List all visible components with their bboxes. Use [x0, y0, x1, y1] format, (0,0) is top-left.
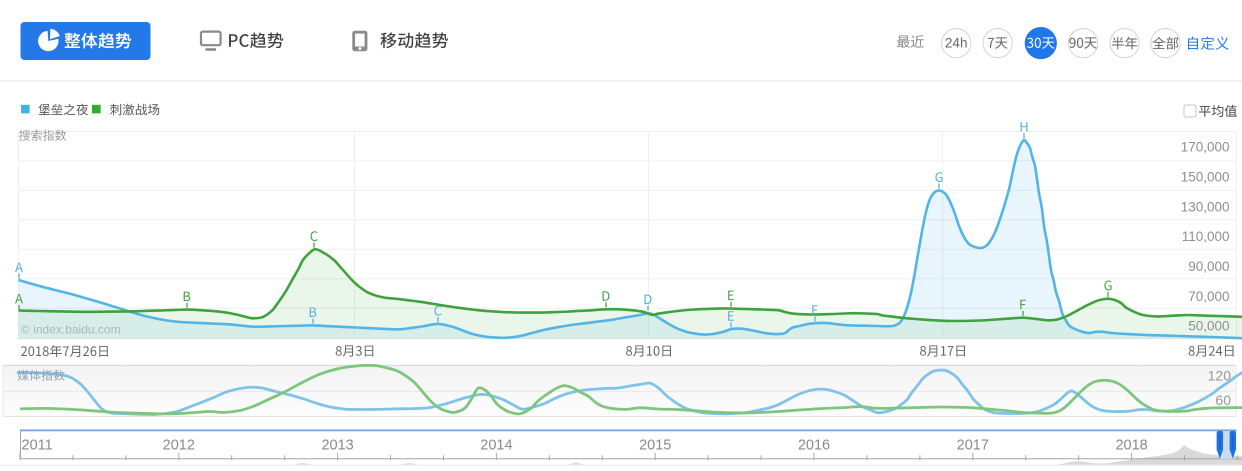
svg-text:2014: 2014	[480, 438, 512, 454]
svg-text:2011: 2011	[22, 438, 53, 454]
svg-text:50,000: 50,000	[1188, 319, 1229, 334]
svg-text:90,000: 90,000	[1188, 259, 1229, 274]
svg-text:60: 60	[1215, 392, 1231, 408]
svg-text:70,000: 70,000	[1188, 289, 1229, 304]
svg-text:150,000: 150,000	[1181, 169, 1230, 184]
svg-text:130,000: 130,000	[1181, 199, 1230, 214]
svg-text:2017: 2017	[957, 438, 989, 454]
svg-text:120: 120	[1208, 368, 1232, 384]
svg-text:© index.baidu.com: © index.baidu.com	[21, 322, 121, 336]
svg-text:2016: 2016	[798, 438, 830, 454]
svg-text:110,000: 110,000	[1182, 229, 1230, 244]
svg-text:2012: 2012	[163, 438, 195, 454]
svg-text:24h: 24h	[945, 36, 968, 51]
svg-text:2013: 2013	[321, 438, 353, 454]
svg-text:2018: 2018	[1115, 438, 1147, 454]
svg-text:170,000: 170,000	[1181, 140, 1230, 155]
svg-text:2015: 2015	[639, 438, 671, 454]
